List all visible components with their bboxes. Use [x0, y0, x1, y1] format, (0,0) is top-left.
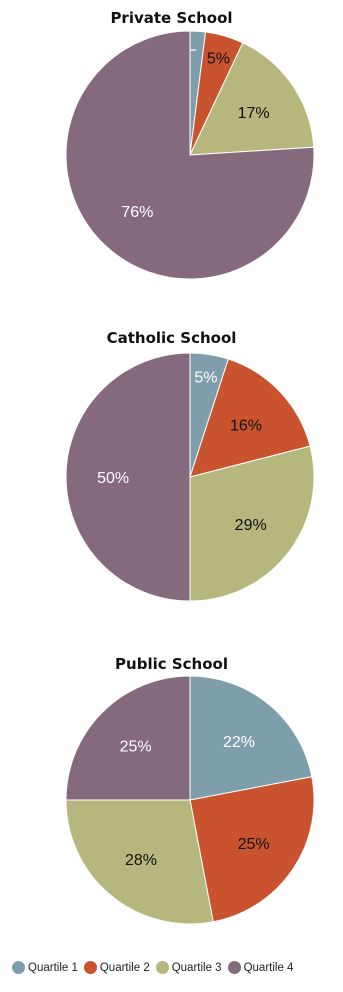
pie-slice-catholic-school-quartile-3	[189, 445, 315, 602]
slice-label-catholic-school-quartile-2: 16%	[230, 417, 262, 434]
pie-slice-private-school-quartile-4	[65, 30, 315, 280]
pie-slice-private-school-quartile-3	[189, 42, 315, 156]
legend-swatch-quartile-1	[12, 961, 25, 974]
pie-chart-public-school: 22% 25% 28% 25%	[65, 675, 315, 925]
legend-label: Quartile 3	[171, 961, 222, 974]
slice-label-public-school-quartile-2: 25%	[238, 836, 270, 853]
slice-label-catholic-school-quartile-1: 5%	[194, 370, 217, 387]
legend-label: Quartile 1	[28, 961, 78, 974]
legend: Quartile 1 Quartile 2 Quartile 3 Quartil…	[12, 961, 342, 974]
legend-swatch-quartile-4	[227, 961, 241, 974]
pie-slice-public-school-quartile-1	[189, 675, 313, 801]
pie-slice-public-school-quartile-4	[65, 675, 191, 801]
pie-slice-public-school-quartile-2	[189, 776, 315, 923]
legend-swatch-quartile-2	[83, 961, 97, 974]
legend-label: Quartile 2	[99, 961, 150, 974]
legend-item-quartile-4: Quartile 4	[227, 961, 294, 974]
pie-chart-private-school: 2%5%17%76%	[65, 30, 315, 280]
slice-label-private-school-quartile-4: 76%	[121, 204, 153, 221]
pie-slice-catholic-school-quartile-2	[189, 358, 311, 478]
pie-chart-catholic-school: 5% 16% 29% 50%	[65, 352, 315, 602]
legend-item-quartile-1: Quartile 1	[12, 961, 78, 974]
slice-label-private-school-quartile-3: 17%	[238, 105, 270, 122]
pie-slice-catholic-school-quartile-4	[65, 352, 191, 602]
slice-label-public-school-quartile-3: 28%	[125, 852, 157, 869]
slice-label-private-school-quartile-2: 5%	[207, 50, 230, 67]
slice-label-catholic-school-quartile-3: 29%	[235, 517, 267, 534]
chart-title-catholic-school: Catholic School	[106, 329, 237, 347]
slice-label-public-school-quartile-1: 22%	[223, 734, 255, 751]
pie-slice-public-school-quartile-3	[65, 799, 214, 925]
legend-swatch-quartile-3	[155, 961, 169, 974]
chart-title-private-school: Private School	[110, 9, 233, 27]
chart-title-public-school: Public School	[115, 655, 228, 673]
legend-item-quartile-3: Quartile 3	[155, 961, 222, 974]
slice-label-catholic-school-quartile-4: 50%	[97, 470, 129, 487]
legend-item-quartile-2: Quartile 2	[83, 961, 150, 974]
legend-label: Quartile 4	[243, 961, 294, 974]
slice-label-public-school-quartile-4: 25%	[120, 739, 152, 756]
